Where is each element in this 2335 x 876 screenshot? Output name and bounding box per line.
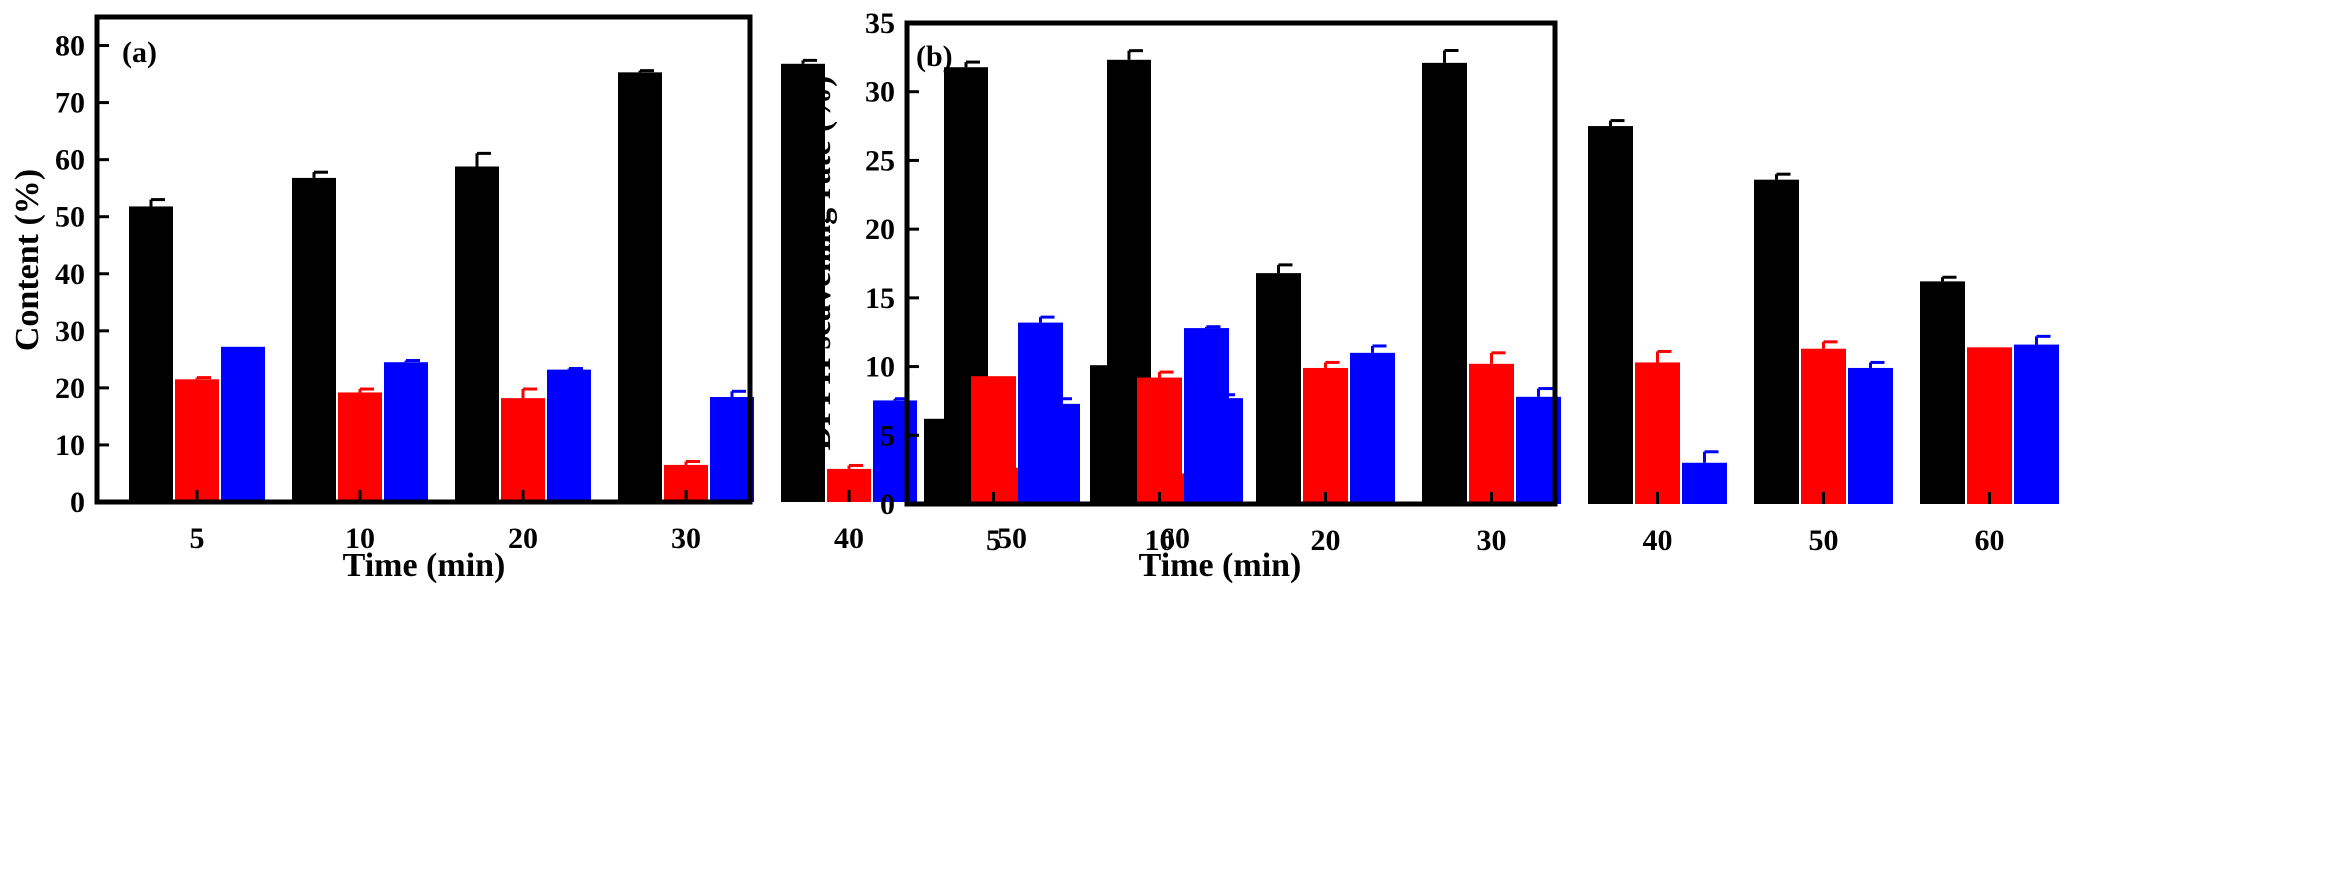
chart-b-y-tick-label: 20: [865, 213, 895, 246]
chart-b-bar-series_1-40: [1588, 126, 1633, 505]
chart-b-y-tick-label: 10: [865, 351, 895, 384]
chart-a-y-tick-label: 10: [55, 429, 85, 462]
chart-a-marks: [129, 49, 1243, 503]
chart-a-bar-series_1-30: [618, 72, 662, 503]
chart-a-y-tick-label: 40: [55, 258, 85, 291]
chart-b-y-tick-label: 30: [865, 76, 895, 109]
chart-a-bar-series_2-10: [338, 392, 382, 502]
chart-b-bar-series_2-30: [1469, 363, 1514, 504]
chart-b-bar-series_2-50: [1801, 348, 1846, 504]
chart-panel-b: 0 5 10 15 20 25 30 35 5 10 20 30 40 50 60 (b) Time (mi…: [801, 7, 2059, 584]
chart-a-y-tick-label: 50: [55, 201, 85, 234]
chart-b-bar-series_2-40: [1635, 362, 1680, 504]
chart-a-x-tick-label: 5: [190, 522, 205, 555]
chart-a-bar-series_1-40: [781, 63, 825, 502]
chart-b-bar-series_3-10: [1184, 328, 1229, 504]
chart-a-frame: [94, 14, 753, 505]
chart-b-bar-series_1-60: [1920, 281, 1965, 504]
chart-b-bar-series_3-5: [1018, 322, 1063, 504]
chart-b-bar-series_1-5: [924, 418, 969, 504]
chart-a-bar-series_3-40: [873, 400, 917, 502]
chart-a-y-tick-label: 70: [55, 87, 85, 120]
chart-a-y-tick-label: 80: [55, 30, 85, 63]
chart-a-bar-series_3-5: [221, 346, 265, 502]
chart-a-bar-series_2-5: [175, 379, 219, 502]
chart-b-bar-series_3-20: [1350, 352, 1395, 504]
chart-b-x-tick-label: 10: [1145, 524, 1175, 557]
chart-b-bar-series_2-10: [1137, 377, 1182, 504]
chart-b-y-axis-title: DPPH scavening rate (%): [801, 76, 838, 451]
chart-b-y-tick-label: 35: [865, 7, 895, 40]
chart-a-bar-series_3-30: [710, 397, 754, 502]
chart-a-y-tick-label: 0: [70, 486, 85, 519]
chart-b-y-tick-label: 25: [865, 144, 895, 177]
chart-a-y-tick-label: 20: [55, 372, 85, 405]
chart-b-frame: [904, 20, 1558, 507]
chart-b-y-tick-label: 15: [865, 282, 895, 315]
chart-a-y-tick-label: 60: [55, 144, 85, 177]
chart-a-y-axis-title: Content (%): [9, 169, 46, 351]
chart-b-x-tick-label: 60: [1975, 524, 2005, 557]
chart-b-y-tick-label: 5: [880, 419, 895, 452]
chart-b-marks: [924, 48, 2059, 505]
chart-a-bar-series_1-10: [292, 177, 336, 502]
chart-a-x-tick-label: 40: [834, 522, 864, 555]
chart-a-x-axis-title: Time (min): [343, 547, 506, 584]
chart-b-bar-series_3-40: [1682, 462, 1727, 504]
chart-a-bar-series_3-20: [547, 369, 591, 502]
chart-a-x-tick-label: 20: [508, 522, 538, 555]
chart-a-bar-series_1-20: [455, 166, 499, 502]
chart-b-bar-series_1-30: [1422, 62, 1467, 505]
chart-a-bar-series_2-20: [501, 398, 545, 502]
chart-b-y-tick-label: 0: [880, 488, 895, 521]
chart-b-x-axis-title: Time (min): [1139, 547, 1302, 584]
chart-b-bar-series_1-20: [1256, 273, 1301, 504]
chart-a-x-tick-label: 50: [997, 522, 1027, 555]
chart-b-bar-series_1-10: [1090, 365, 1135, 504]
chart-b-bar-series_3-60: [2014, 344, 2059, 504]
chart-a-x-tick-label: 10: [345, 522, 375, 555]
chart-a-y-tick-label: 30: [55, 315, 85, 348]
chart-b-ticks: 0 5 10 15 20 25 30 35 5 10 20 30 40 50 60: [865, 7, 2005, 557]
chart-b-bar-series_1-50: [1754, 179, 1799, 504]
chart-a-x-tick-label: 30: [671, 522, 701, 555]
chart-a-panel-label: (a): [122, 36, 157, 69]
chart-b-panel-label: (b): [916, 40, 953, 73]
chart-b-x-tick-label: 20: [1311, 524, 1341, 557]
chart-b-bar-series_2-60: [1967, 347, 2012, 504]
chart-b-bar-series_2-5: [971, 376, 1016, 504]
chart-a-bar-series_3-10: [384, 362, 428, 502]
chart-b-x-tick-label: 50: [1809, 524, 1839, 557]
chart-b-x-tick-label: 30: [1477, 524, 1507, 557]
chart-a-bar-series_1-5: [129, 206, 173, 502]
chart-a-x-tick-label: 60: [1160, 522, 1190, 555]
chart-b-bar-series_2-20: [1303, 367, 1348, 504]
chart-b-bar-series_3-50: [1848, 367, 1893, 504]
chart-b-x-tick-label: 5: [986, 524, 1001, 557]
chart-b-x-tick-label: 40: [1643, 524, 1673, 557]
